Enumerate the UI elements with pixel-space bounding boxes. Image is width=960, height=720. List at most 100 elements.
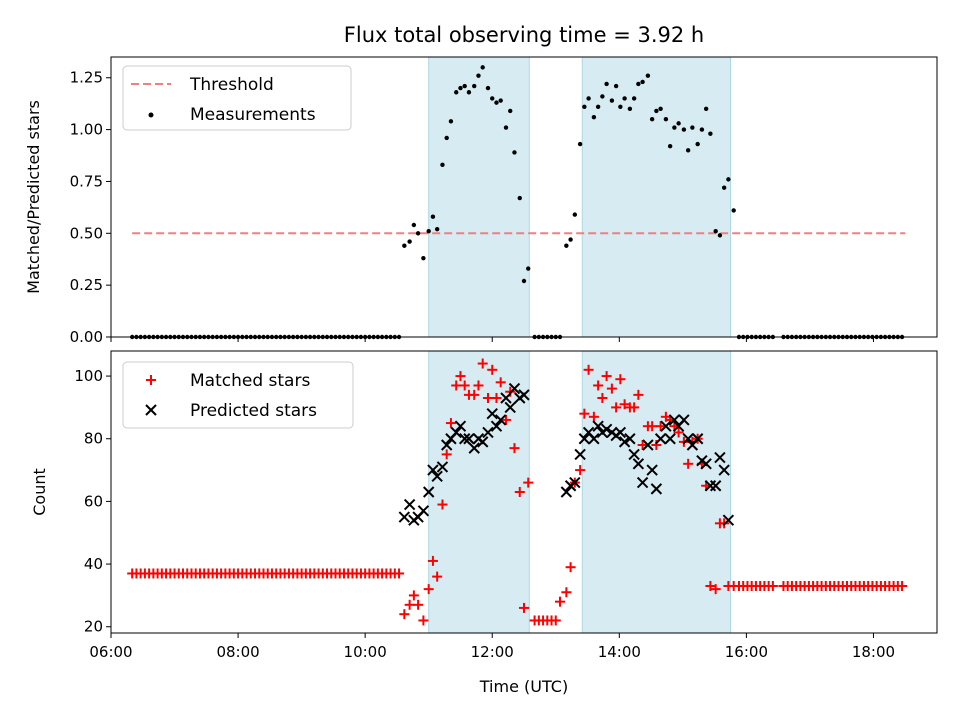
measurement-point [731,208,736,213]
matched-star-point [673,427,684,438]
matched-star-point [561,587,572,598]
chart-title: Flux total observing time = 3.92 h [344,23,704,47]
matched-star-point [629,402,640,413]
y-tick-label: 80 [84,430,103,448]
x-tick-label: 06:00 [89,643,132,661]
matched-star-point [647,421,658,432]
predicted-star-point [700,458,712,470]
predicted-star-point [482,426,494,439]
predicted-star-point [403,498,416,511]
x-tick-label: 14:00 [598,643,641,661]
bottom-panel: 20 40 60 80 100 06:00 08:00 10:00 12:00 14:00 16:… [30,350,938,696]
predicted-star-point [518,389,530,401]
measurement-point [454,90,459,95]
predicted-star-point [486,407,498,420]
predicted-star-point [722,514,735,526]
predicted-star-point [632,458,645,470]
x-tick-label: 10:00 [344,643,387,661]
measurement-point [695,141,700,147]
measurement-point [582,104,587,109]
matched-star-point [451,380,462,391]
matched-star-point [441,449,452,460]
shaded-interval [581,56,731,338]
matched-star-point [473,380,484,391]
predicted-star-point [588,433,600,445]
y-tick-label: 0.25 [70,276,103,294]
measurement-point [512,150,517,155]
predicted-star-point [440,439,453,451]
matched-star-point [482,393,493,403]
matched-star-point [550,615,561,626]
predicted-star-point [463,433,475,445]
matched-star-point [394,568,405,579]
measurement-point [681,127,687,132]
measurement-point [604,81,609,87]
measurement-point [426,229,431,234]
measurement-point [622,96,627,101]
measurement-point [407,239,412,244]
measurement-point [572,212,578,217]
measurement-point [708,131,713,136]
measurement-point [503,125,509,130]
legend-threshold-label: Threshold [189,75,274,95]
matched-star-point [519,602,529,613]
measurement-point [480,65,485,70]
matched-star-point [445,418,456,429]
predicted-star-point [600,423,613,436]
measurement-point [526,266,531,271]
measurement-point [564,243,569,248]
matched-star-point [637,440,648,450]
predicted-star-point [508,382,521,395]
predicted-star-point [691,433,704,445]
matched-star-point [413,599,424,610]
predicted-star-point [642,439,654,451]
predicted-star-point [468,442,480,454]
predicted-star-point [560,486,573,498]
matched-star-point [432,571,443,582]
legend-predicted-label: Predicted stars [190,401,317,421]
bottom-matched-points [127,358,908,626]
measurement-point [458,85,463,91]
measurement-point [663,117,669,122]
y-tick-label: 20 [84,618,103,636]
measurement-point [631,96,637,101]
measurement-point [726,177,731,182]
legend-predicted-swatch [145,404,157,416]
measurement-point [690,125,695,130]
matched-star-point [606,383,617,394]
measurement-point [490,96,495,101]
measurement-point [466,90,472,95]
matched-star-point [514,487,525,497]
measurement-point [448,119,454,124]
measurement-point [402,243,407,248]
predicted-star-point [500,392,512,404]
measurement-point [415,231,421,236]
x-axis-label: Time (UTC) [479,677,568,696]
matched-star-point [633,389,644,400]
matched-star-point [619,399,630,410]
measurement-point [627,106,633,112]
top-measurement-points [129,65,905,340]
y-tick-label: 60 [84,492,103,510]
matched-star-point [767,581,778,591]
y-tick-label: 0.50 [70,224,103,242]
measurement-point [462,83,467,89]
measurement-point [434,226,440,232]
matched-star-point [404,599,415,610]
predicted-star-point [490,420,503,432]
predicted-star-point [398,511,411,523]
predicted-star-point [458,433,471,445]
matched-star-point [146,375,156,385]
predicted-star-point [636,476,649,489]
bottom-predicted-points [398,382,735,526]
predicted-star-point [654,433,667,445]
matched-star-point [418,615,429,626]
predicted-star-point [678,414,690,426]
matched-star-point [565,562,576,573]
predicted-star-point [427,464,439,476]
measurement-point [609,98,615,103]
matched-star-point [575,465,586,476]
matched-star-point [523,477,534,488]
legend-box [122,361,354,429]
predicted-star-point [660,420,672,432]
